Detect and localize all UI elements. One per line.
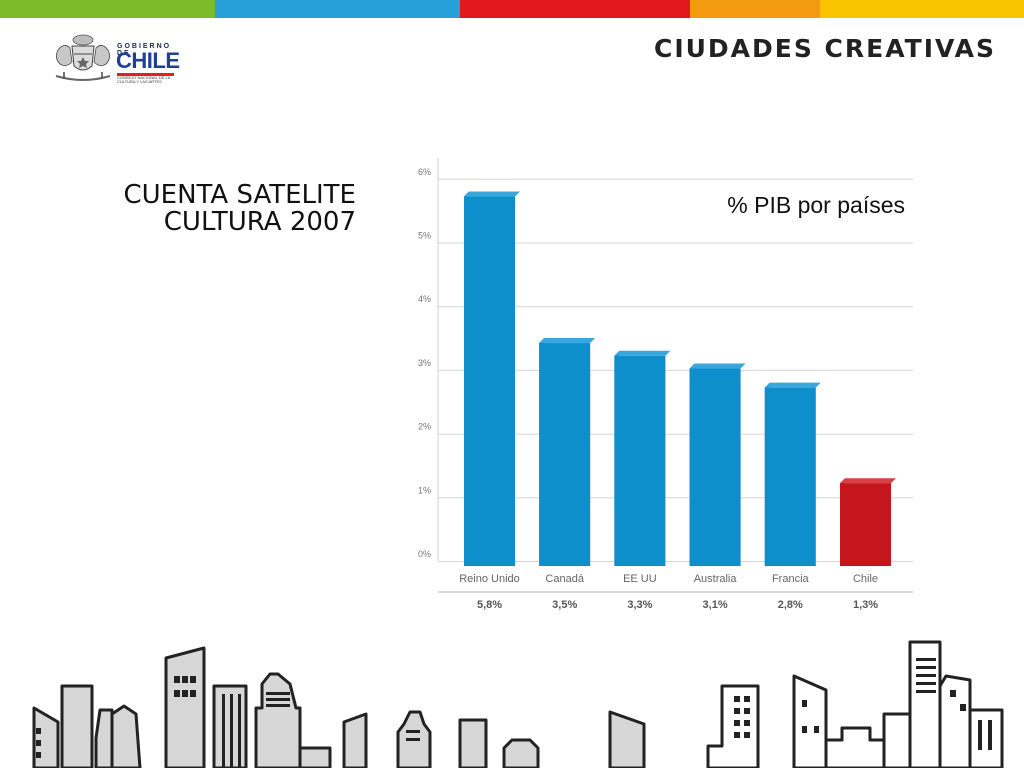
chart-title: % PIB por países [727,192,905,218]
value-label: 3,3% [627,599,652,611]
y-tick-label: 6% [418,167,431,177]
header-title: CIUDADES CREATIVAS [653,34,996,63]
category-label: EE UU [623,573,657,585]
bar [614,355,666,566]
slide-title-line2: CULTURA 2007 [163,207,356,237]
brand-sub-text: CONSEJO NACIONAL DE LA CULTURA Y LAS ART… [117,75,171,84]
value-label: 2,8% [778,599,803,611]
value-label: 3,5% [552,599,577,611]
stripe-red [460,0,690,18]
chart-labels: 0% 1% 2% 3% 4% 5% 6% Reino Unido 5,8% Canadá 3,5% E… [418,167,878,611]
stripe-green [0,0,215,18]
stripe-yellow [820,0,1024,18]
stripe-blue [215,0,460,18]
bar [689,368,741,566]
bar [840,483,891,566]
slide-title-line1: CUENTA SATELITE [123,180,356,210]
stripe-orange [690,0,820,18]
chart-bars [464,191,896,566]
bar-top [764,382,821,388]
bar [764,387,816,566]
value-label: 1,3% [853,599,878,611]
city-skyline-illustration [32,640,1004,768]
brand-divider [117,73,174,76]
category-label: Australia [694,573,738,585]
value-label: 5,8% [477,599,502,611]
bar [464,196,515,566]
gobierno-logo: GOBIERNO DE CHILE CONSEJO NACIONAL DE LA… [50,30,180,86]
bar-top [464,191,520,197]
category-label: Canadá [545,573,584,585]
y-tick-label: 5% [418,231,431,241]
category-label: Chile [853,573,878,585]
chart-grid [437,158,913,593]
y-tick-label: 2% [418,422,431,432]
category-label: Francia [772,573,810,585]
y-tick-label: 0% [418,549,431,559]
y-tick-label: 3% [418,358,431,368]
bar-top [614,350,671,356]
value-label: 3,1% [703,599,728,611]
slide-title: CUENTA SATELITE CULTURA 2007 [123,182,356,236]
bar-top [840,478,896,484]
coat-of-arms-icon [55,34,111,81]
bar-top [539,338,596,344]
bar [539,343,591,566]
brand-top-text: GOBIERNO DE [117,43,172,57]
y-tick-label: 4% [418,294,431,304]
brand-main-text: CHILE [116,48,180,73]
bar-chart: 0% 1% 2% 3% 4% 5% 6% Reino Unido 5,8% Canadá 3,5% E… [418,158,913,611]
category-label: Reino Unido [459,573,520,585]
y-tick-label: 1% [418,485,431,495]
bar-top [689,363,746,369]
